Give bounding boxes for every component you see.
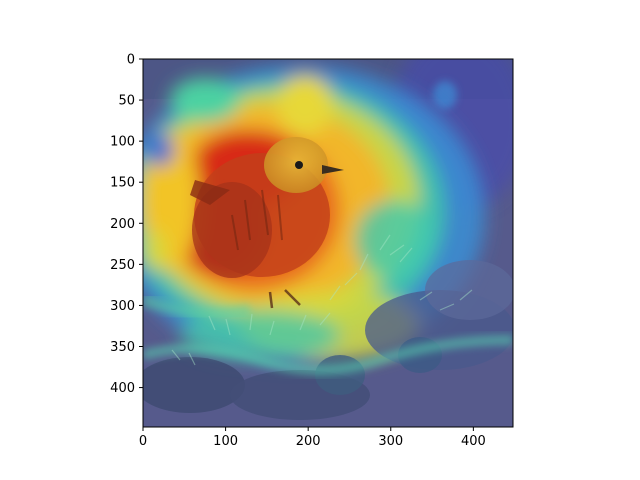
x-tick-label: 200 [296, 434, 321, 449]
y-tick-label: 200 [110, 217, 135, 232]
y-tick-label: 250 [110, 258, 135, 273]
y-tick-label: 50 [118, 94, 135, 109]
y-tick-label: 400 [110, 381, 135, 396]
bird [190, 137, 344, 309]
y-tick-label: 350 [110, 340, 135, 355]
y-tick-label: 150 [110, 176, 135, 191]
x-tick-label: 100 [213, 434, 238, 449]
x-axis: 0 100 200 300 400 [139, 427, 486, 449]
y-tick-label: 0 [127, 53, 135, 68]
pine-branches [143, 260, 513, 420]
bird-eye [295, 161, 303, 169]
y-axis: 0 50 100 150 200 250 300 350 400 [110, 53, 143, 396]
x-tick-label: 300 [378, 434, 403, 449]
bird-wing [192, 182, 272, 278]
y-tick-label: 100 [110, 135, 135, 150]
bird-tail [190, 180, 230, 205]
bird-beak [322, 165, 344, 174]
x-tick-label: 0 [139, 434, 147, 449]
heatmap-image [143, 59, 513, 427]
x-tick-label: 400 [461, 434, 486, 449]
plot-frame [142, 58, 514, 428]
needle-texture [171, 234, 473, 366]
y-tick-label: 300 [110, 299, 135, 314]
